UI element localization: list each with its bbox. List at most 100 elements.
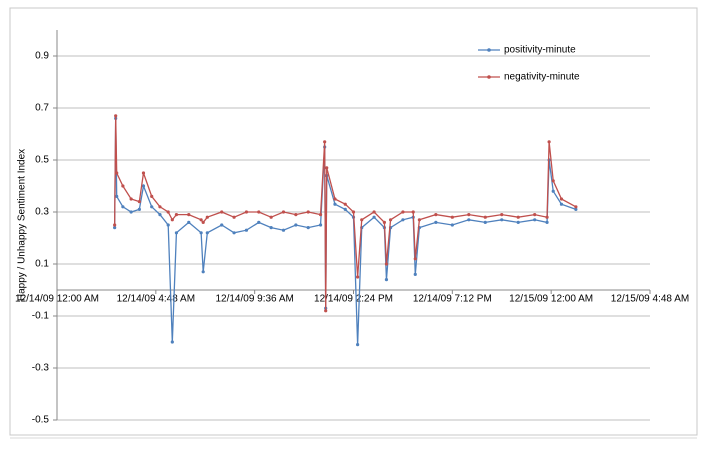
- point: [372, 215, 376, 219]
- point: [187, 213, 191, 217]
- point: [500, 213, 504, 217]
- point: [533, 213, 537, 217]
- point: [129, 210, 133, 214]
- point: [324, 309, 328, 313]
- point: [129, 197, 133, 201]
- point: [141, 171, 146, 175]
- point: [170, 218, 174, 222]
- x-tick-label: 12/14/09 12:00 AM: [15, 294, 99, 305]
- point: [220, 210, 224, 214]
- point: [113, 226, 117, 230]
- point: [559, 197, 564, 201]
- legend-label: positivity-minute: [504, 45, 576, 56]
- point: [201, 220, 205, 224]
- point: [413, 257, 417, 261]
- point: [281, 228, 286, 232]
- point: [158, 205, 162, 209]
- point: [318, 213, 323, 217]
- point: [201, 270, 205, 274]
- x-tick-label: 12/15/09 4:48 AM: [611, 294, 689, 305]
- point: [205, 231, 209, 235]
- point: [333, 202, 337, 206]
- point: [551, 189, 555, 193]
- point: [121, 184, 125, 188]
- point: [199, 231, 203, 235]
- point: [166, 210, 170, 214]
- point: [388, 218, 393, 222]
- point: [158, 213, 162, 217]
- point: [401, 210, 405, 214]
- point: [294, 213, 298, 217]
- point: [545, 215, 549, 219]
- y-tick-label: 0.9: [35, 51, 49, 62]
- point: [170, 340, 174, 344]
- point: [115, 171, 119, 175]
- legend-label: negativity-minute: [504, 72, 580, 83]
- point: [467, 213, 471, 217]
- point: [545, 220, 549, 224]
- point: [401, 218, 405, 222]
- point: [318, 223, 323, 227]
- point: [257, 220, 261, 224]
- point: [413, 272, 417, 276]
- point: [356, 343, 360, 347]
- point: [166, 223, 170, 227]
- point: [372, 210, 376, 214]
- point: [500, 218, 504, 222]
- point: [417, 218, 421, 222]
- y-tick-label: -0.5: [32, 415, 50, 426]
- point: [269, 226, 273, 230]
- point: [483, 220, 487, 224]
- point: [137, 207, 141, 211]
- point: [559, 202, 564, 206]
- point: [434, 220, 438, 224]
- x-tick-label: 12/14/09 9:36 AM: [215, 294, 293, 305]
- point: [360, 218, 364, 222]
- point: [382, 220, 386, 224]
- point: [356, 275, 360, 279]
- point: [174, 213, 179, 217]
- point: [384, 262, 389, 266]
- point: [199, 218, 203, 222]
- point: [269, 215, 273, 219]
- point: [294, 223, 298, 227]
- point: [115, 194, 119, 198]
- x-tick-label: 12/14/09 2:24 PM: [314, 294, 393, 305]
- legend-marker: [487, 75, 491, 79]
- point: [257, 210, 261, 214]
- y-tick-label: 0.1: [35, 259, 49, 270]
- point: [343, 207, 347, 211]
- x-tick-label: 12/14/09 7:12 PM: [413, 294, 492, 305]
- point: [187, 220, 191, 224]
- y-tick-label: 0.5: [35, 155, 49, 166]
- x-tick-label: 12/14/09 4:48 AM: [117, 294, 195, 305]
- point: [411, 210, 415, 214]
- point: [516, 215, 520, 219]
- point: [450, 223, 454, 227]
- point: [533, 218, 537, 222]
- point: [450, 215, 454, 219]
- point: [150, 194, 154, 198]
- point: [306, 226, 310, 230]
- point: [232, 231, 236, 235]
- point: [547, 140, 551, 144]
- point: [121, 205, 125, 209]
- point: [434, 213, 438, 217]
- point: [483, 215, 487, 219]
- point: [551, 179, 555, 183]
- point: [174, 231, 179, 235]
- point: [244, 228, 249, 232]
- y-axis-title: Happy / Unhappy Sentiment Index: [17, 149, 28, 301]
- point: [150, 205, 154, 209]
- point: [137, 200, 141, 204]
- point: [244, 210, 249, 214]
- point: [113, 223, 117, 227]
- point: [516, 220, 520, 224]
- point: [323, 140, 327, 144]
- point: [141, 184, 146, 188]
- legend-marker: [487, 48, 491, 52]
- y-tick-label: 0.3: [35, 207, 49, 218]
- y-tick-label: -0.1: [32, 311, 50, 322]
